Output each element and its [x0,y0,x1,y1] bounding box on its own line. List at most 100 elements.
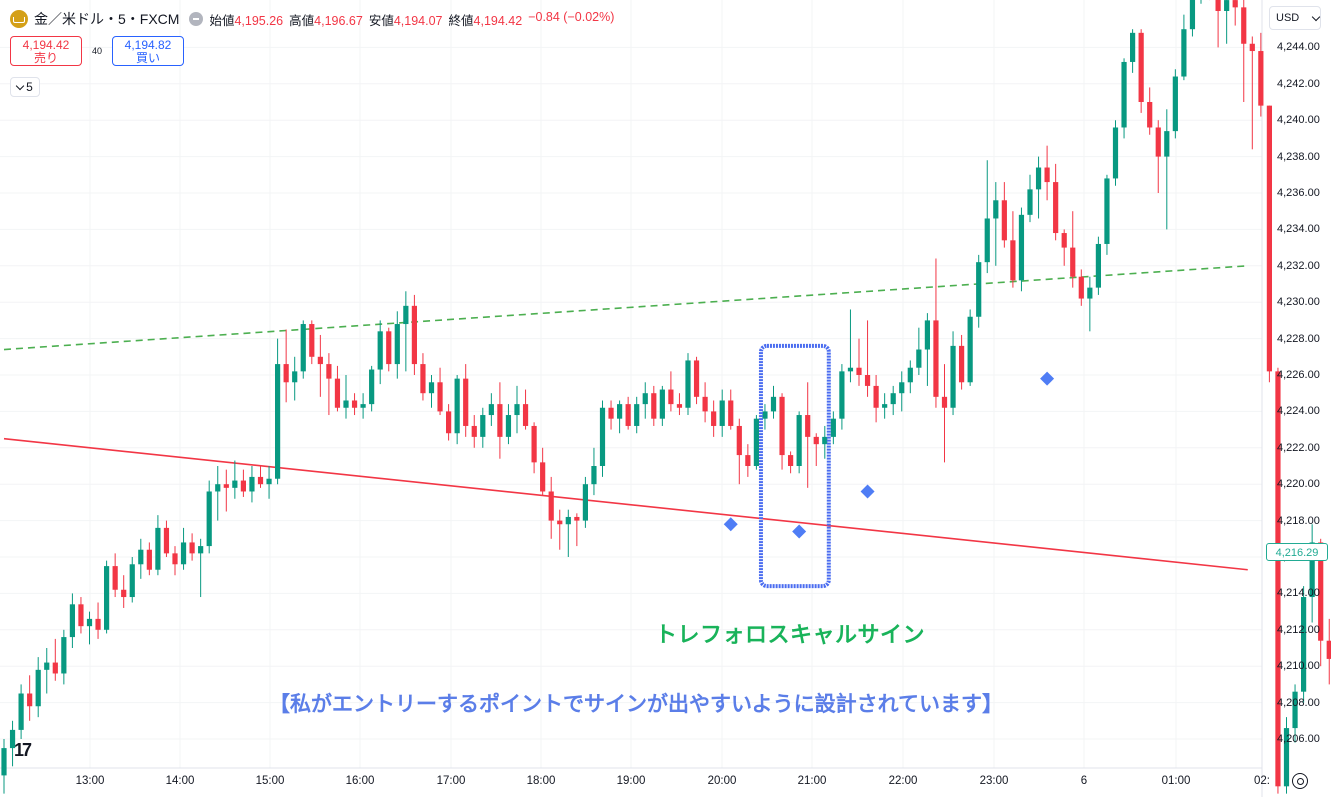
candle-body [608,408,613,419]
candle-body [232,481,237,488]
candle-body [720,400,725,425]
candle-body [1130,33,1135,62]
candle [78,597,83,633]
price-axis-label: 4,210.00 [1277,660,1320,672]
trend-line [4,266,1248,350]
candle-body [634,404,639,426]
signal-diamond [1040,372,1054,386]
candle-body [839,371,844,418]
candle [318,335,323,397]
ohlc-close: 終値4,194.42 [449,10,523,29]
signal-highlight-box [761,346,829,586]
candle-body [155,528,160,570]
candle [61,630,66,685]
candle [284,330,289,403]
buy-button[interactable]: 4,194.82 買い [112,36,184,66]
candle [292,357,297,401]
candle-body [1301,597,1306,692]
sell-button[interactable]: 4,194.42 売り [10,36,82,66]
candle-body [386,331,391,364]
candle-body [1190,0,1195,29]
candle-body [1173,77,1178,132]
time-axis-label: 17:00 [437,775,466,787]
candle [121,575,126,608]
candle-body [1070,248,1075,277]
candle-body [976,262,981,317]
candle-body [959,346,964,382]
indicator-collapse-button[interactable]: 5 [10,77,40,97]
candle-body [1079,277,1084,299]
candle [959,335,964,390]
candle-body [1036,168,1041,190]
candle [386,328,391,372]
time-axis-label: 02: [1254,775,1270,787]
candle-body [779,397,784,455]
candle-body [172,553,177,564]
currency-select[interactable]: USD [1269,6,1321,30]
candle-body [908,368,913,383]
candle [446,404,451,440]
candle-body [258,477,263,484]
candle-body [403,306,408,324]
candle-body [583,484,588,520]
tradingview-logo[interactable]: 17 [14,740,30,761]
market-status-icon[interactable] [189,12,203,26]
candle-body [651,393,656,418]
candle [1190,0,1195,36]
candle-body [1241,7,1246,43]
candle [968,309,973,385]
candle-body [215,484,220,491]
candle-body [70,604,75,637]
candle-body [523,404,528,426]
buy-label: 買い [113,52,183,65]
candle [113,553,118,597]
settings-icon[interactable] [1292,773,1308,789]
candle [1284,717,1289,793]
candle-body [557,521,562,525]
candle [1121,58,1126,138]
candle [1096,237,1101,295]
candle-body [61,637,66,673]
candle-body [284,364,289,382]
candle [557,510,562,550]
candle [874,375,879,422]
candle-body [566,517,571,524]
price-axis-label: 4,240.00 [1277,114,1320,126]
candle [985,160,990,273]
candle [1139,29,1144,113]
indicator-count: 5 [26,80,33,94]
price-axis-label: 4,224.00 [1277,405,1320,417]
candle-body [36,670,41,706]
candle [1216,0,1221,47]
candle-body [1121,62,1126,128]
candle [1156,120,1161,193]
candle [215,466,220,521]
candle [848,309,853,382]
candle-body [882,404,887,408]
candle-body [19,694,24,730]
candle-body [326,364,331,379]
overlays [761,346,829,586]
candle-body [1258,51,1263,106]
candle-body [694,360,699,396]
candle-body [506,415,511,437]
candle [856,339,861,386]
candle [164,521,169,557]
candle-body [1327,641,1331,659]
symbol-title[interactable]: 金／米ドル・5・FXCM [34,9,179,29]
candle-body [437,382,442,411]
candle [720,390,725,437]
candle [1053,164,1058,240]
price-axis-label: 4,214.00 [1277,587,1320,599]
chevron-down-icon [16,81,24,89]
candle [1019,208,1024,292]
candle-body [1062,233,1067,248]
candle-body [361,404,366,408]
candle [950,331,955,415]
candle-body [617,404,622,419]
signal-diamond [724,517,738,531]
candle-body [1275,371,1280,786]
candle-body [745,455,750,466]
